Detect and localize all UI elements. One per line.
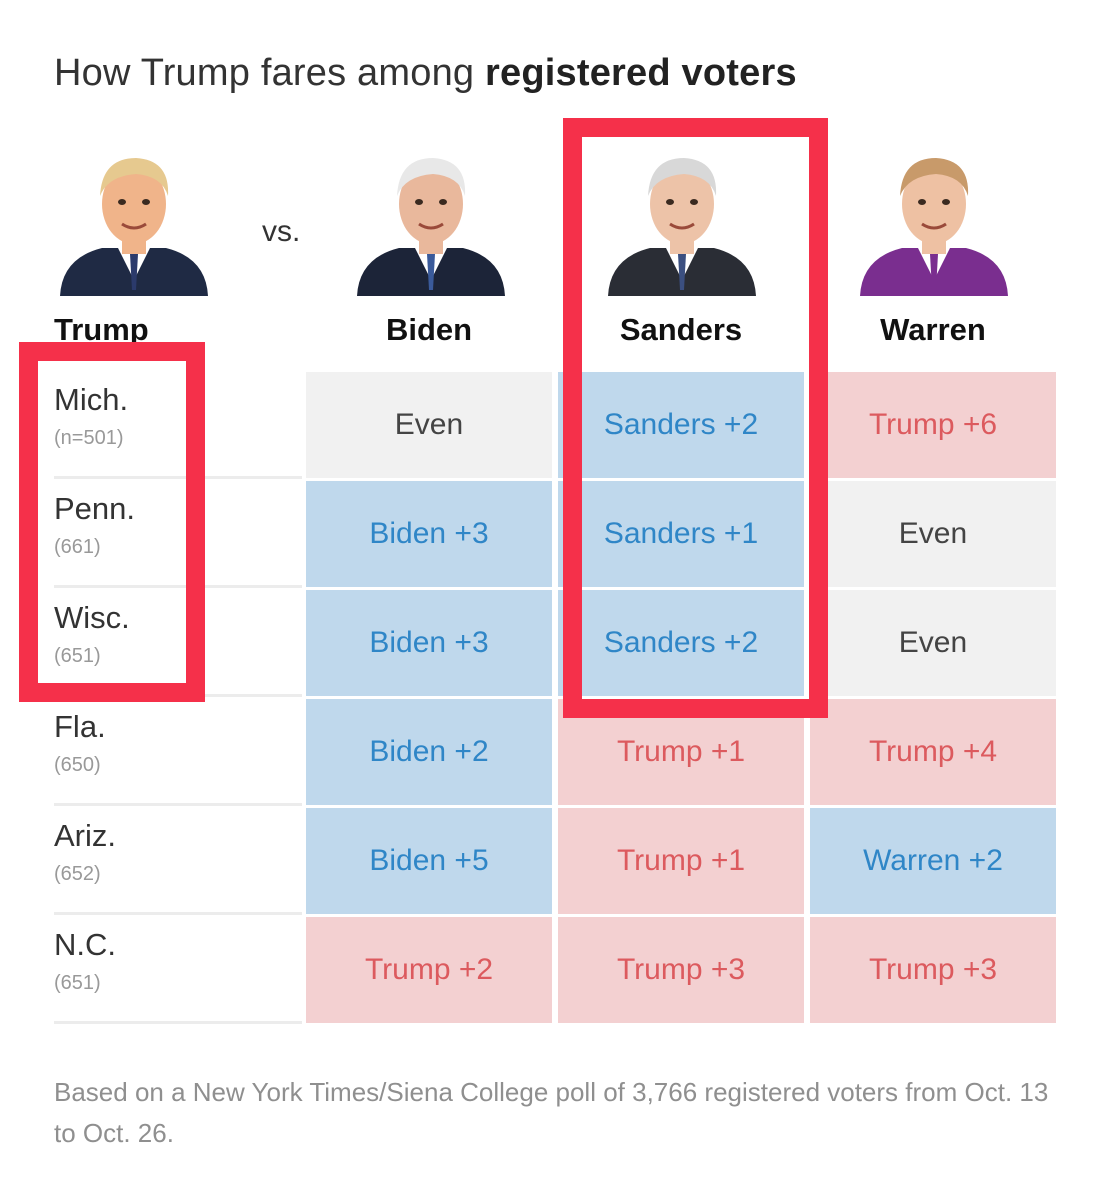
column-label-biden: Biden [385,312,473,347]
portrait-biden [349,140,513,296]
state-row-label: Penn. (661) [54,481,302,588]
chart-title: How Trump fares among registered voters [54,52,797,95]
result-cell-sanders: Sanders +1 [558,481,804,587]
sample-size: (652) [54,863,101,885]
state-name: Mich. [54,382,129,417]
result-cell-sanders: Sanders +2 [558,590,804,696]
footnote: Based on a New York Times/Siena College … [54,1077,1049,1148]
sample-size: (651) [54,972,101,994]
result-cell-warren: Warren +2 [810,808,1056,914]
result-cell-biden: Biden +5 [306,808,552,914]
state-row-label: Ariz. (652) [54,808,302,915]
result-cell-warren: Trump +4 [810,699,1056,805]
result-cell-warren: Trump +6 [810,372,1056,478]
sample-size: (n=501) [54,427,124,449]
result-cell-biden: Even [306,372,552,478]
result-cell-biden: Biden +3 [306,590,552,696]
state-name: N.C. [54,927,116,962]
portrait-trump [52,140,216,296]
state-name: Ariz. [54,818,116,853]
sample-size: (661) [54,536,101,558]
column-label-sanders: Sanders [619,312,743,347]
trump-label: Trump [54,312,149,342]
sample-size: (650) [54,754,101,776]
state-row-label: Fla. (650) [54,699,302,806]
state-name: Wisc. [54,600,130,635]
result-cell-biden: Biden +2 [306,699,552,805]
portrait-warren [852,140,1016,296]
result-cell-sanders: Trump +1 [558,699,804,805]
vs-label: vs. [262,215,301,248]
title-plain: How Trump fares among [54,52,486,94]
result-cell-biden: Trump +2 [306,917,552,1023]
state-row-label: Mich. (n=501) [54,372,302,479]
result-cell-sanders: Trump +1 [558,808,804,914]
column-label-warren: Warren [880,312,986,347]
portrait-sanders [600,140,764,296]
state-name: Penn. [54,491,136,526]
state-row-label: Wisc. (651) [54,590,302,697]
result-cell-sanders: Sanders +2 [558,372,804,478]
state-name: Fla. [54,709,106,744]
sample-size: (651) [54,645,101,667]
result-cell-biden: Biden +3 [306,481,552,587]
title-bold: registered voters [485,52,797,94]
state-row-label: N.C. (651) [54,917,302,1024]
result-cell-warren: Trump +3 [810,917,1056,1023]
result-cell-sanders: Trump +3 [558,917,804,1023]
result-cell-warren: Even [810,590,1056,696]
result-cell-warren: Even [810,481,1056,587]
